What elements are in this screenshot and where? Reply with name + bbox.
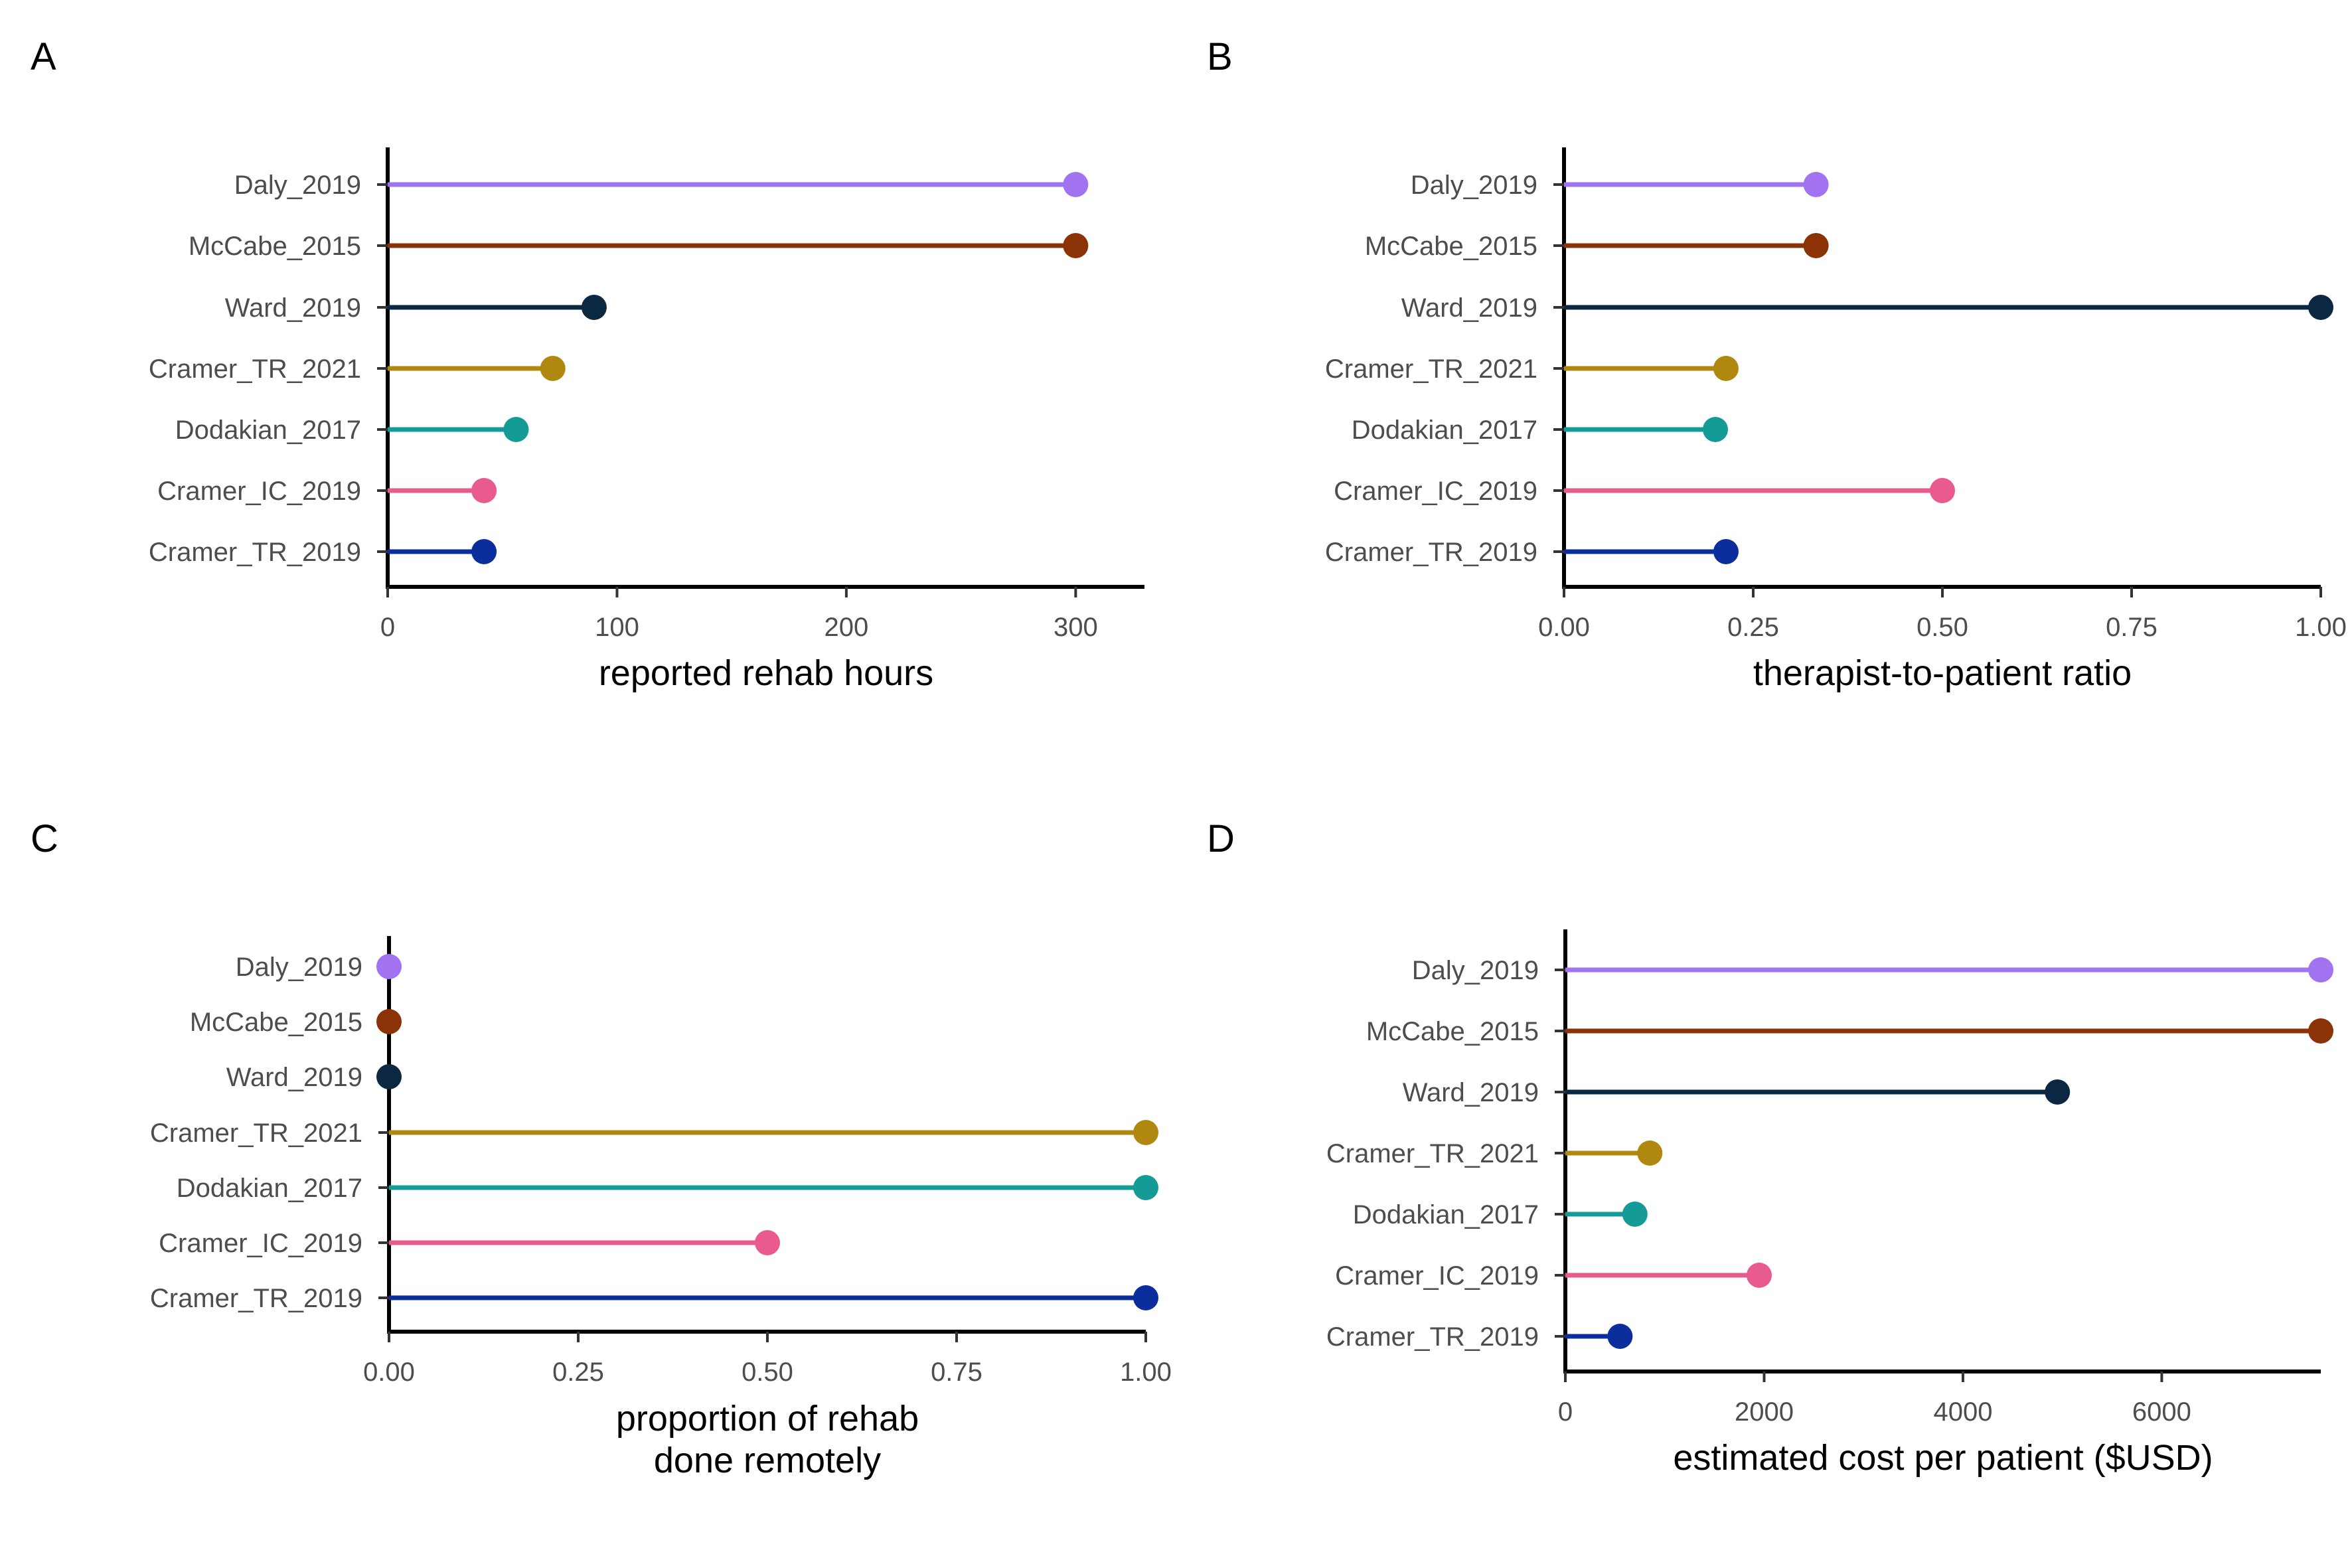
category-label: Cramer_IC_2019 [1334, 477, 1537, 506]
lollipop-point [1803, 233, 1829, 258]
lollipop-point [1063, 172, 1089, 197]
x-axis-title: therapist-to-patient ratio [1753, 653, 2132, 693]
x-axis-title: proportion of rehab [616, 1399, 919, 1439]
category-label: McCabe_2015 [1365, 232, 1537, 261]
category-label: Daly_2019 [236, 953, 362, 982]
category-label: Daly_2019 [234, 171, 361, 200]
lollipop-point [376, 954, 402, 979]
category-label: Ward_2019 [225, 293, 361, 323]
lollipop-point [503, 417, 529, 442]
category-label: McCabe_2015 [189, 232, 361, 261]
x-axis-title: done remotely [654, 1441, 881, 1480]
panel-tag: C [31, 817, 58, 860]
x-tick-label: 0.50 [1917, 613, 1968, 642]
lollipop-point [376, 1009, 402, 1034]
lollipop-point [1133, 1175, 1158, 1200]
panel-tag: D [1207, 817, 1235, 860]
x-axis-title: reported rehab hours [599, 653, 933, 693]
panel-a: A 0 100 200 300 reported rehab hours Daly_2019… [31, 35, 1144, 693]
category-label: McCabe_2015 [1366, 1017, 1539, 1046]
x-tick-label: 0.25 [552, 1358, 604, 1387]
category-label: Cramer_IC_2019 [1335, 1261, 1539, 1291]
lollipop-point [1622, 1202, 1648, 1227]
panel-b: B 0.00 0.25 0.50 0.75 1.00 therapist-to-patien… [1207, 35, 2347, 693]
category-label: McCabe_2015 [190, 1008, 362, 1037]
category-label: Ward_2019 [1401, 293, 1537, 323]
x-tick-label: 0.75 [2106, 613, 2157, 642]
category-label: Cramer_IC_2019 [159, 1229, 362, 1258]
category-label: Dodakian_2017 [1353, 1200, 1539, 1229]
category-label: Cramer_TR_2019 [150, 1284, 362, 1313]
lollipop-point [1713, 356, 1739, 381]
x-axis-title: estimated cost per patient ($USD) [1673, 1438, 2213, 1478]
category-label: Daly_2019 [1412, 956, 1539, 985]
x-tick-label: 4000 [1933, 1397, 1992, 1427]
lollipop-point [471, 539, 497, 564]
x-tick-label: 300 [1054, 613, 1098, 642]
lollipop-point [1637, 1140, 1663, 1166]
panel-c: C 0.00 0.25 0.50 0.75 1.00 proportion of rehab… [31, 817, 1172, 1480]
x-tick-label: 0 [380, 613, 395, 642]
x-tick-label: 1.00 [2295, 613, 2347, 642]
lollipop-point [2308, 295, 2333, 320]
category-label: Ward_2019 [1403, 1078, 1539, 1107]
category-label: Cramer_TR_2019 [149, 538, 361, 567]
panel-d: D 0 2000 4000 6000 estimated cost per patient… [1207, 817, 2333, 1478]
category-label: Ward_2019 [226, 1063, 362, 1092]
x-tick-label: 0.00 [363, 1358, 415, 1387]
lollipop-point [1133, 1285, 1158, 1310]
category-label: Cramer_TR_2021 [1325, 354, 1537, 384]
x-tick-label: 0 [1558, 1397, 1573, 1427]
panel-tag: B [1207, 35, 1233, 78]
category-label: Cramer_TR_2019 [1325, 538, 1537, 567]
lollipop-point [376, 1064, 402, 1089]
category-label: Cramer_IC_2019 [157, 477, 361, 506]
x-tick-label: 0.25 [1727, 613, 1779, 642]
lollipop-point [1133, 1120, 1158, 1145]
category-label: Cramer_TR_2019 [1326, 1322, 1539, 1352]
lollipop-point [755, 1230, 780, 1255]
lollipop-point [1746, 1263, 1772, 1288]
lollipop-point [2308, 1018, 2333, 1044]
category-label: Dodakian_2017 [175, 416, 361, 445]
x-tick-label: 6000 [2132, 1397, 2191, 1427]
x-tick-label: 200 [824, 613, 869, 642]
lollipop-point [1607, 1324, 1633, 1349]
category-label: Cramer_TR_2021 [150, 1119, 362, 1148]
lollipop-point [471, 478, 497, 503]
lollipop-point [1063, 233, 1089, 258]
category-label: Cramer_TR_2021 [1326, 1139, 1539, 1168]
lollipop-point [2045, 1079, 2071, 1105]
lollipop-point [1713, 539, 1739, 564]
category-label: Dodakian_2017 [177, 1174, 362, 1203]
lollipop-point [581, 295, 607, 320]
category-label: Daly_2019 [1411, 171, 1537, 200]
lollipop-point [1803, 172, 1829, 197]
x-tick-label: 1.00 [1120, 1358, 1172, 1387]
lollipop-point [2308, 957, 2333, 982]
x-tick-label: 100 [595, 613, 639, 642]
panel-tag: A [31, 35, 56, 78]
lollipop-point [1930, 478, 1955, 503]
x-tick-label: 0.50 [742, 1358, 793, 1387]
lollipop-point [1703, 417, 1728, 442]
category-label: Cramer_TR_2021 [149, 354, 361, 384]
x-tick-label: 2000 [1735, 1397, 1794, 1427]
category-label: Dodakian_2017 [1352, 416, 1537, 445]
x-tick-label: 0.00 [1538, 613, 1590, 642]
lollipop-point [540, 356, 566, 381]
x-tick-label: 0.75 [931, 1358, 982, 1387]
